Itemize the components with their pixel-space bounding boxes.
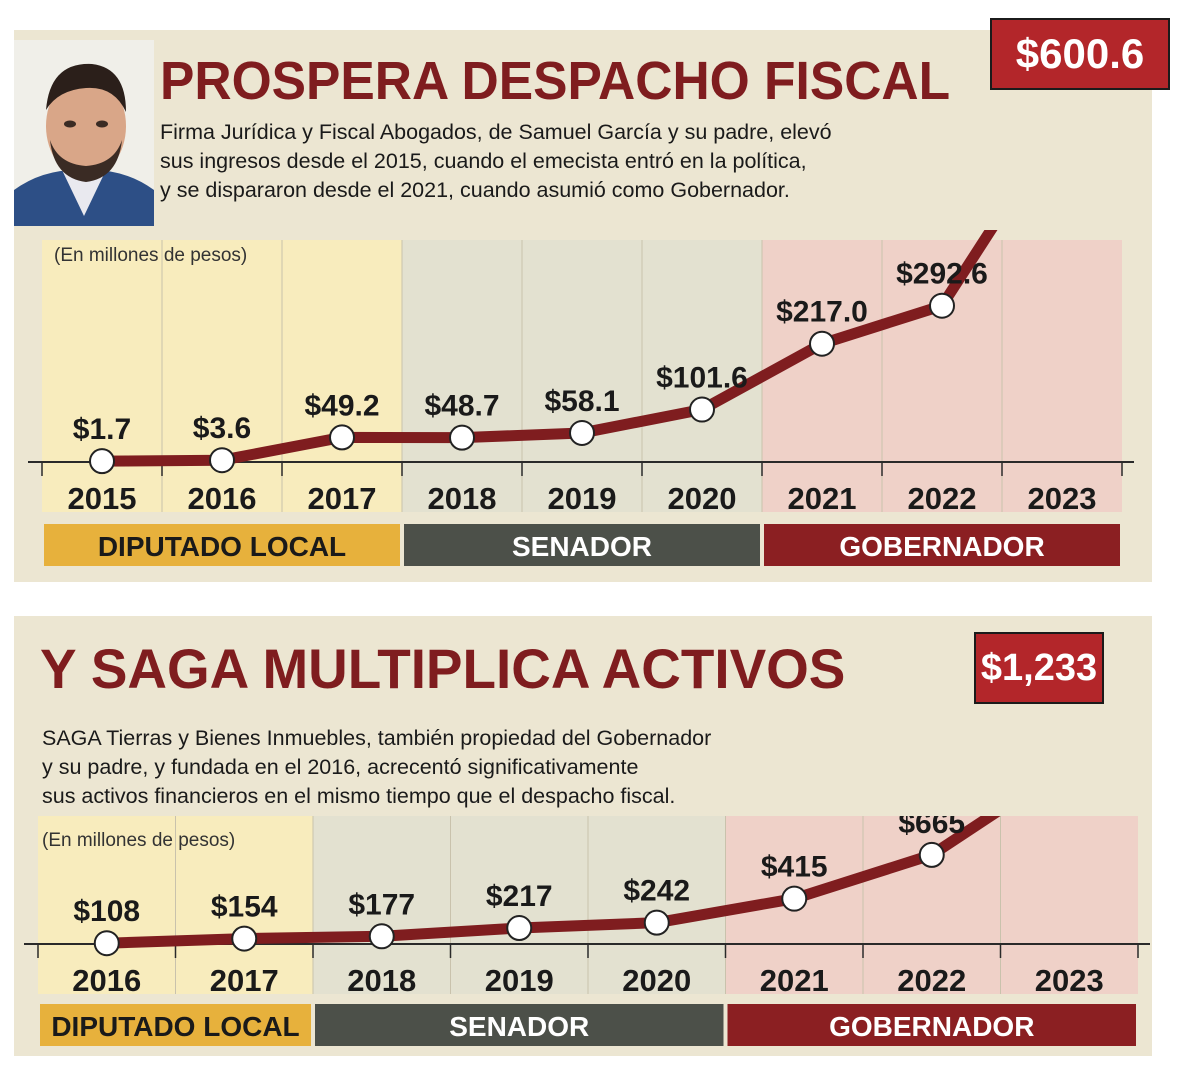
chart1-line-chart: DIPUTADO LOCAL SENADOR GOBERNADOR 2015 2016 2… — [28, 230, 1134, 566]
period-band-label: GOBERNADOR — [839, 531, 1044, 562]
data-label: $48.7 — [424, 390, 499, 423]
data-label: $665 — [898, 816, 965, 840]
period-band — [404, 524, 760, 566]
period-band-label: DIPUTADO LOCAL — [51, 1011, 299, 1042]
x-tick-label: 2023 — [1028, 481, 1097, 516]
data-label: $177 — [348, 888, 415, 921]
data-label: $154 — [211, 891, 278, 924]
chart1-description: Firma Jurídica y Fiscal Abogados, de Sam… — [160, 118, 832, 205]
x-tick-label: 2020 — [668, 481, 737, 516]
chart2-peak-callout: $1,233 — [974, 632, 1104, 704]
data-point — [809, 330, 835, 357]
period-band-label: SENADOR — [449, 1011, 589, 1042]
chart1-description-line: y se dispararon desde el 2021, cuando as… — [160, 178, 790, 202]
period-band — [315, 1004, 724, 1046]
chart1-unit-note: (En millones de pesos) — [54, 245, 248, 266]
data-point — [929, 292, 955, 319]
x-tick-label: 2017 — [308, 481, 377, 516]
data-label: $292.6 — [896, 258, 988, 291]
data-point — [689, 396, 715, 423]
chart2-title: Y SAGA MULTIPLICA ACTIVOS — [40, 637, 846, 700]
data-point — [368, 923, 395, 950]
period-band-label: SENADOR — [512, 531, 652, 562]
data-label: $1.7 — [73, 413, 131, 446]
period-band — [44, 524, 400, 566]
chart2-unit-note: (En millones de pesos) — [42, 830, 236, 851]
x-tick-label: 2021 — [788, 481, 857, 516]
data-point — [329, 424, 355, 451]
data-label: $3.6 — [193, 412, 251, 445]
data-point — [93, 930, 120, 957]
period-band — [764, 524, 1120, 566]
chart2-line-chart: DIPUTADO LOCAL SENADOR GOBERNADOR 2016 2017 2… — [24, 816, 1150, 1046]
period-band-label: GOBERNADOR — [829, 1011, 1034, 1042]
data-point — [781, 885, 808, 912]
governor-photo — [14, 40, 154, 226]
data-label: $217 — [486, 880, 553, 913]
chart2-description-line: y su padre, y fundada en el 2016, acrece… — [42, 755, 639, 779]
chart2-description-line: SAGA Tierras y Bienes Inmuebles, también… — [42, 726, 712, 750]
data-label: $58.1 — [544, 385, 619, 418]
data-point — [643, 909, 670, 936]
data-point — [209, 447, 235, 474]
x-tick-label: 2018 — [347, 963, 416, 998]
x-tick-label: 2023 — [1035, 963, 1104, 998]
data-label: $217.0 — [776, 296, 868, 329]
x-tick-label: 2017 — [210, 963, 279, 998]
data-label: $101.6 — [656, 362, 748, 395]
x-tick-label: 2016 — [72, 963, 141, 998]
period-band — [727, 1004, 1136, 1046]
data-point — [231, 925, 258, 952]
chart1-title: PROSPERA DESPACHO FISCAL — [160, 51, 951, 111]
data-point — [449, 424, 475, 451]
data-point — [918, 841, 945, 868]
x-tick-label: 2016 — [188, 481, 257, 516]
period-background — [762, 240, 1122, 512]
period-band-label: DIPUTADO LOCAL — [98, 531, 346, 562]
x-tick-label: 2020 — [622, 963, 691, 998]
data-point — [89, 448, 115, 475]
x-tick-label: 2015 — [68, 481, 137, 516]
chart1-description-line: Firma Jurídica y Fiscal Abogados, de Sam… — [160, 120, 832, 144]
x-tick-label: 2019 — [548, 481, 617, 516]
data-point — [506, 915, 533, 942]
period-background — [402, 240, 762, 512]
chart2-description: SAGA Tierras y Bienes Inmuebles, también… — [42, 724, 711, 811]
period-background — [313, 816, 726, 994]
x-tick-label: 2021 — [760, 963, 829, 998]
data-point — [569, 419, 595, 446]
chart1-peak-callout: $600.6 — [990, 18, 1170, 90]
period-band — [40, 1004, 311, 1046]
data-label: $415 — [761, 851, 828, 884]
x-tick-label: 2019 — [485, 963, 554, 998]
x-tick-label: 2018 — [428, 481, 497, 516]
series-line — [101, 816, 1001, 949]
x-tick-label: 2022 — [897, 963, 966, 998]
data-label: $108 — [73, 895, 140, 928]
data-label: $49.2 — [304, 389, 379, 422]
data-label: $242 — [623, 875, 690, 908]
chart2-description-line: sus activos financieros en el mismo tiem… — [42, 784, 676, 808]
x-tick-label: 2022 — [908, 481, 977, 516]
chart1-description-line: sus ingresos desde el 2015, cuando el em… — [160, 149, 807, 173]
